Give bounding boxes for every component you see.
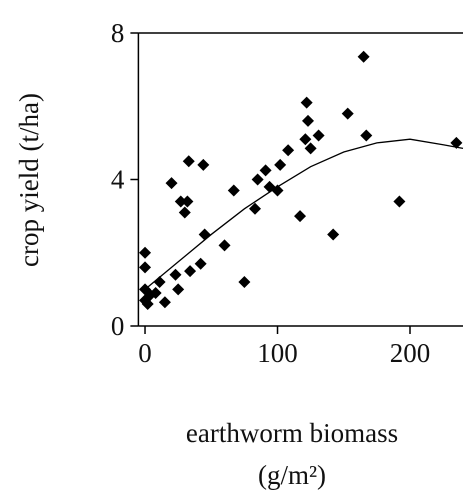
data-point bbox=[149, 287, 162, 300]
data-point bbox=[197, 158, 210, 171]
data-point bbox=[218, 239, 231, 252]
data-point bbox=[182, 155, 195, 168]
data-point bbox=[165, 177, 178, 190]
y-tick-label: 4 bbox=[111, 165, 125, 195]
data-point bbox=[139, 261, 152, 274]
data-point bbox=[259, 164, 272, 177]
data-point bbox=[450, 136, 463, 149]
data-point bbox=[393, 195, 406, 208]
data-point bbox=[360, 129, 373, 142]
data-point bbox=[312, 129, 325, 142]
data-point bbox=[300, 96, 313, 109]
x-tick-label: 200 bbox=[390, 338, 431, 368]
y-tick-label: 0 bbox=[111, 311, 125, 341]
y-tick-label: 8 bbox=[111, 18, 125, 48]
data-point bbox=[271, 184, 284, 197]
x-axis-label: earthworm biomass bbox=[186, 418, 398, 448]
data-point bbox=[174, 195, 187, 208]
data-point bbox=[274, 158, 287, 171]
data-point bbox=[184, 265, 197, 278]
data-point bbox=[153, 276, 166, 289]
fit-curve bbox=[144, 138, 464, 290]
data-point bbox=[248, 202, 261, 215]
data-point bbox=[139, 246, 152, 259]
x-axis-label: (g/m²) bbox=[258, 460, 326, 490]
data-point bbox=[178, 206, 191, 219]
data-point bbox=[158, 296, 171, 309]
data-point bbox=[169, 268, 182, 281]
data-point bbox=[194, 257, 207, 270]
data-point bbox=[198, 228, 211, 241]
x-tick-label: 100 bbox=[257, 338, 298, 368]
data-point bbox=[304, 142, 317, 155]
data-point bbox=[301, 114, 314, 127]
data-point bbox=[294, 210, 307, 223]
data-point bbox=[341, 107, 354, 120]
x-tick-label: 0 bbox=[138, 338, 152, 368]
data-point bbox=[282, 144, 295, 157]
data-point bbox=[299, 133, 312, 146]
data-point bbox=[238, 276, 251, 289]
data-point bbox=[181, 195, 194, 208]
data-point bbox=[251, 173, 264, 186]
data-point bbox=[227, 184, 240, 197]
data-point bbox=[357, 50, 370, 63]
y-axis-label: crop yield (t/ha) bbox=[14, 93, 44, 267]
data-point bbox=[327, 228, 340, 241]
data-point bbox=[172, 283, 185, 296]
data-point bbox=[141, 298, 154, 311]
